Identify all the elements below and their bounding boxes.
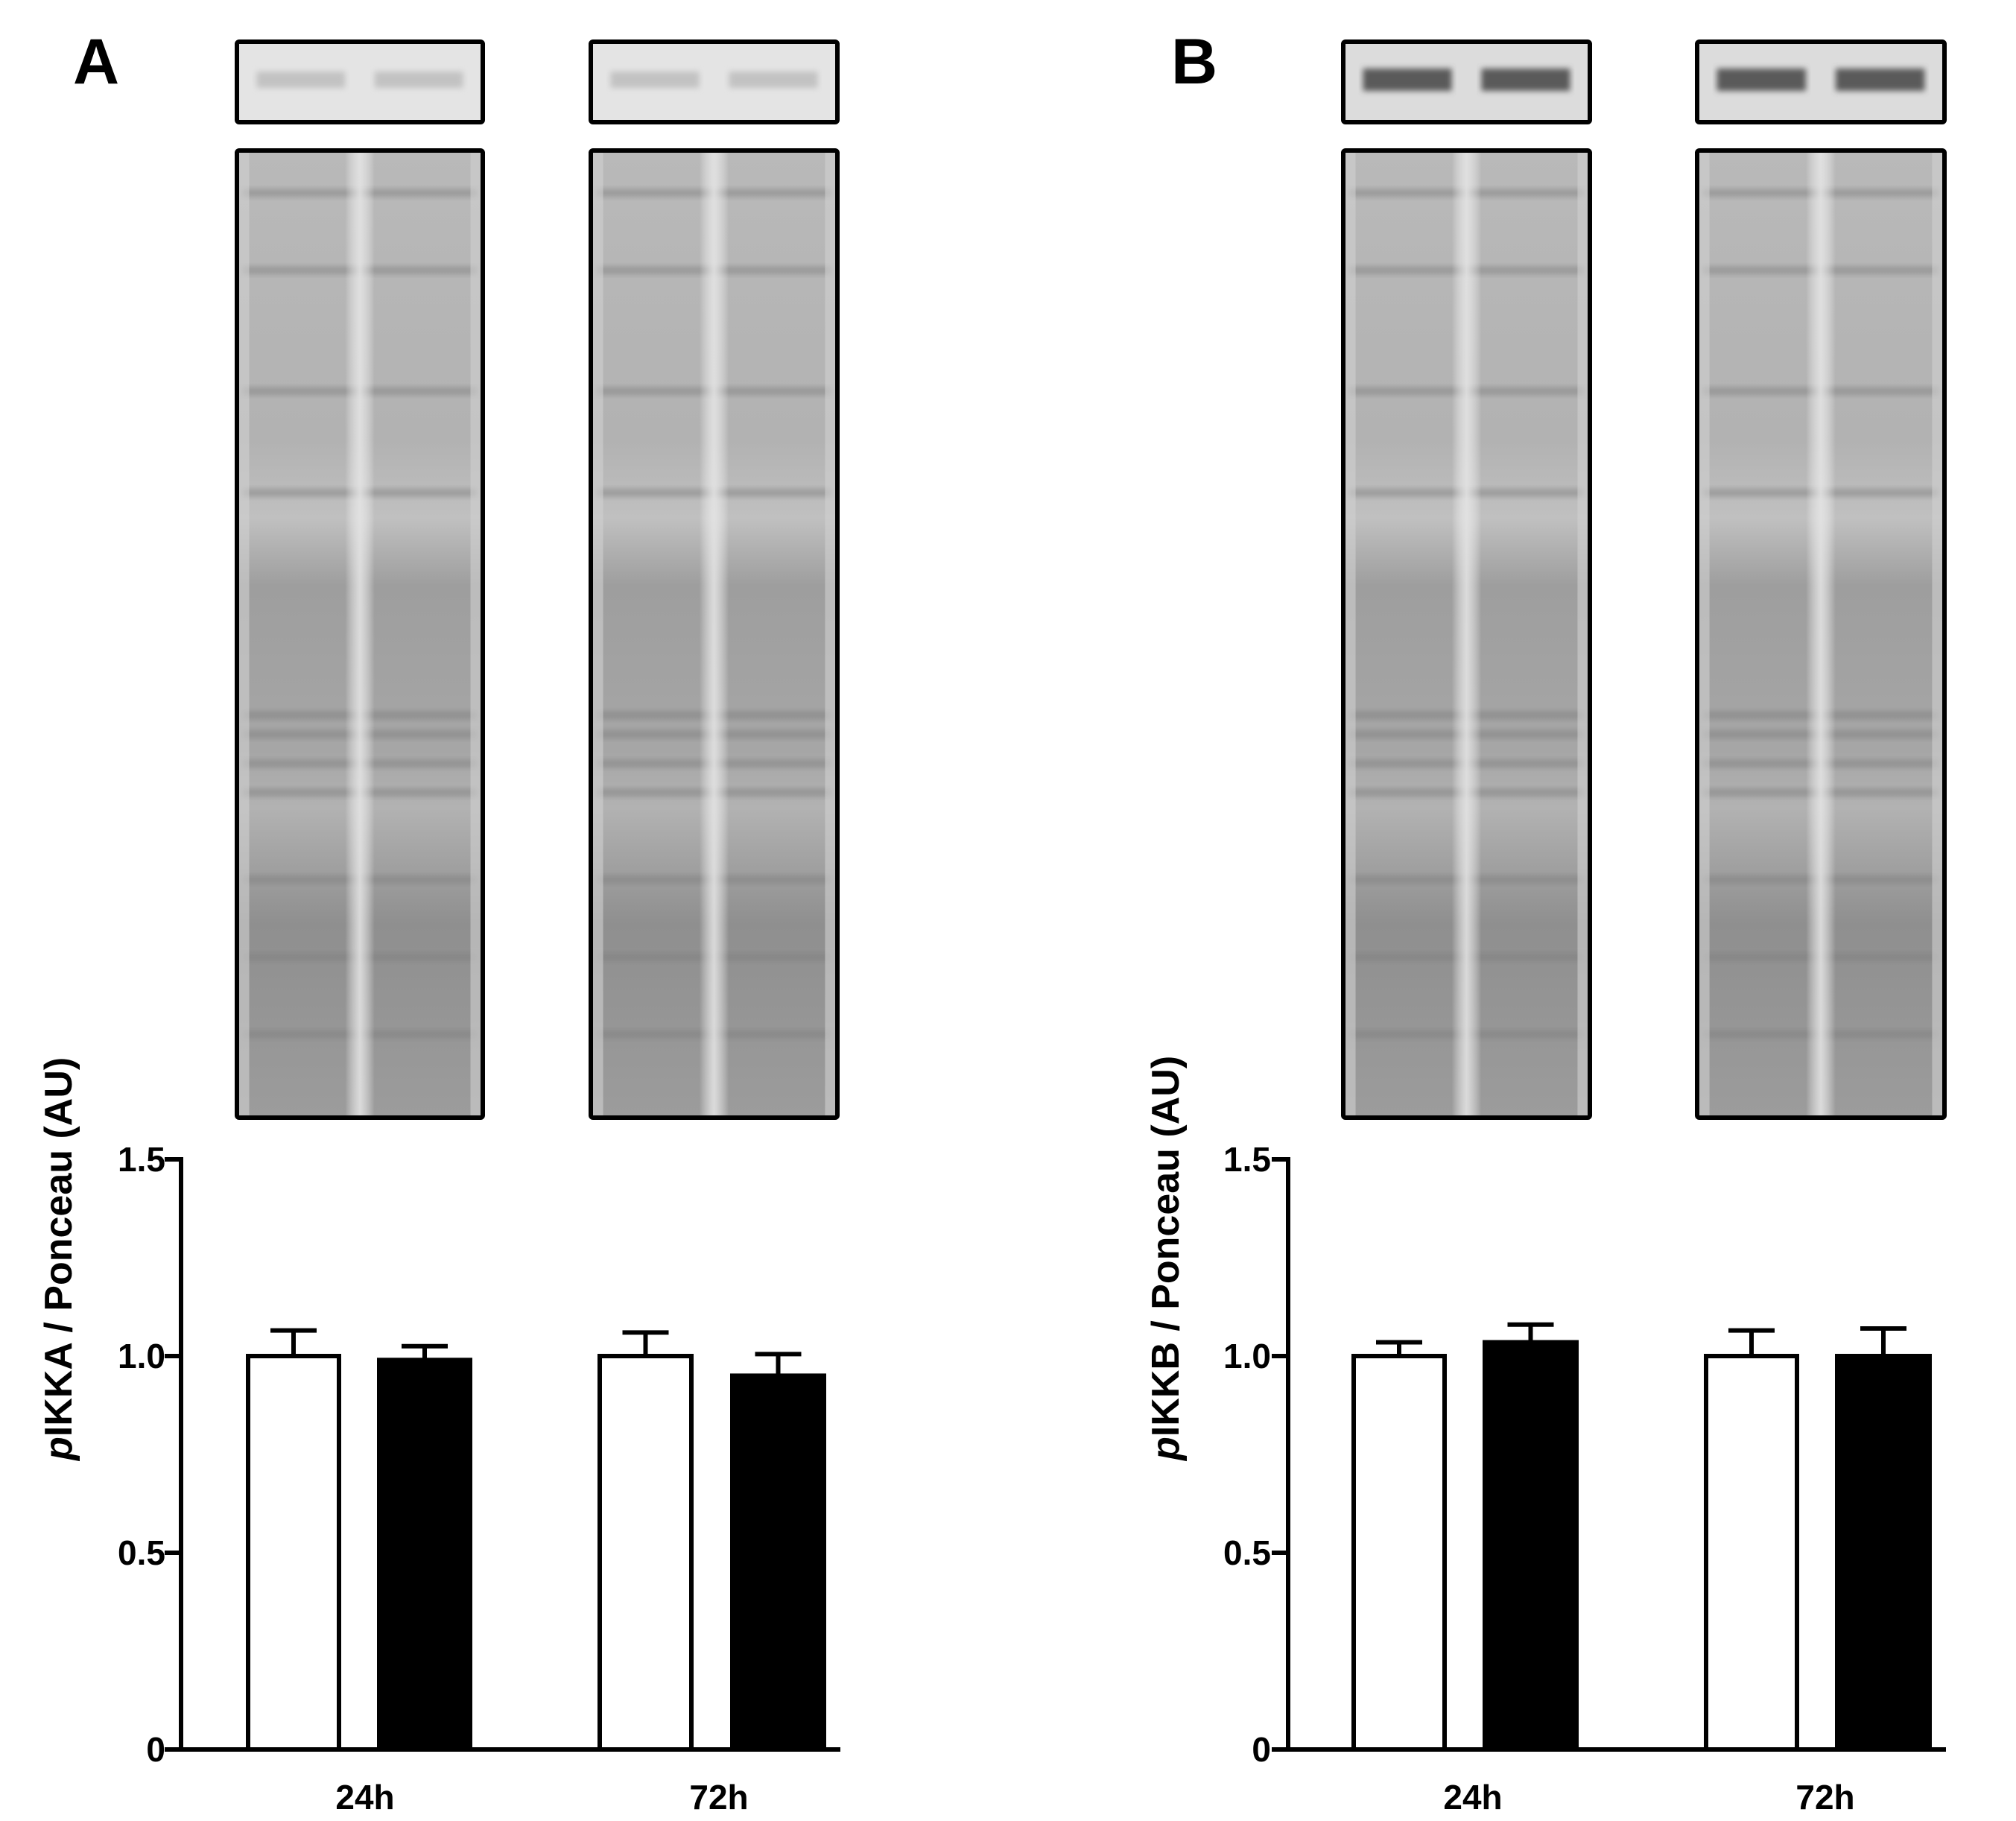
ponceau-stain-3 — [1341, 148, 1592, 1120]
protein-band — [1835, 69, 1925, 91]
y-axis-title-a: pIKKA / Ponceau (AU) — [37, 1057, 80, 1462]
lane-edge — [237, 151, 250, 1118]
ponceau-stain-4 — [1695, 148, 1947, 1120]
lane-edge — [825, 151, 837, 1118]
y-tick-label: 0.5 — [118, 1533, 165, 1572]
protein-band — [729, 72, 818, 88]
y-axis-title-a-italic: p — [37, 1437, 80, 1462]
bar — [1704, 1354, 1799, 1752]
bar — [1835, 1354, 1932, 1752]
protein-band — [256, 72, 346, 88]
ponceau-stain-2 — [589, 148, 840, 1120]
lane-edge — [1697, 151, 1710, 1118]
western-blots — [235, 39, 1947, 1120]
ponceau-stain-1 — [235, 148, 485, 1120]
x-category-label: 24h — [335, 1778, 394, 1817]
panel-letter-b: B — [1171, 26, 1217, 98]
x-category-label: 72h — [689, 1778, 748, 1817]
protein-band — [1481, 69, 1570, 91]
ponceau-frame — [589, 148, 840, 1120]
protein-blot-frame — [1341, 39, 1592, 124]
lane-edge — [1343, 151, 1356, 1118]
protein-blot-3 — [1341, 39, 1592, 124]
lane-gap — [345, 151, 375, 1118]
protein-blot-2 — [589, 39, 840, 124]
bar — [730, 1373, 826, 1752]
panel-letter-a: A — [73, 26, 119, 98]
y-tick-label: 0 — [1252, 1730, 1271, 1769]
ponceau-frame — [235, 148, 485, 1120]
ponceau-frame — [1695, 148, 1947, 1120]
protein-blot-1 — [235, 39, 485, 124]
lane-gap — [699, 151, 729, 1118]
y-axis-title-a-text: IKKA / Ponceau (AU) — [37, 1057, 80, 1437]
y-axis-title-b-text: IKKB / Ponceau (AU) — [1144, 1056, 1188, 1437]
x-category-label: 24h — [1443, 1778, 1502, 1817]
bar — [1483, 1340, 1579, 1752]
protein-blot-4 — [1695, 39, 1947, 124]
lane-gap — [1806, 151, 1836, 1118]
lane-edge — [1577, 151, 1590, 1118]
protein-blot-frame — [1695, 39, 1947, 124]
y-tick-label: 0 — [146, 1730, 165, 1769]
y-tick-label: 1.5 — [118, 1140, 165, 1179]
y-tick-label: 1.0 — [1223, 1337, 1271, 1375]
y-tick-label: 1.5 — [1223, 1140, 1271, 1179]
protein-band — [374, 72, 463, 88]
bar-chart-b: pIKKB / Ponceau (AU) 0 0.5 1.0 1.5 24h 72h — [1144, 1056, 1946, 1817]
protein-blot-frame — [235, 39, 485, 124]
bar — [246, 1354, 341, 1752]
bar — [377, 1358, 472, 1752]
x-category-label: 72h — [1795, 1778, 1854, 1817]
ponceau-frame — [1341, 148, 1592, 1120]
bar — [1351, 1354, 1447, 1752]
lane-edge — [1932, 151, 1944, 1118]
bar — [597, 1354, 694, 1752]
lane-edge — [470, 151, 483, 1118]
protein-band — [1717, 69, 1807, 91]
y-axis-title-b-italic: p — [1144, 1437, 1188, 1462]
y-tick-label: 1.0 — [118, 1337, 165, 1375]
protein-blot-frame — [589, 39, 840, 124]
y-axis-title-b: pIKKB / Ponceau (AU) — [1144, 1056, 1188, 1462]
protein-band — [610, 72, 700, 88]
lane-edge — [591, 151, 603, 1118]
bar-chart-a: pIKKA / Ponceau (AU) 0 0.5 1.0 1.5 24h 72h — [37, 1057, 840, 1817]
lane-gap — [1451, 151, 1482, 1118]
protein-band — [1363, 69, 1452, 91]
y-tick-label: 0.5 — [1223, 1533, 1271, 1572]
